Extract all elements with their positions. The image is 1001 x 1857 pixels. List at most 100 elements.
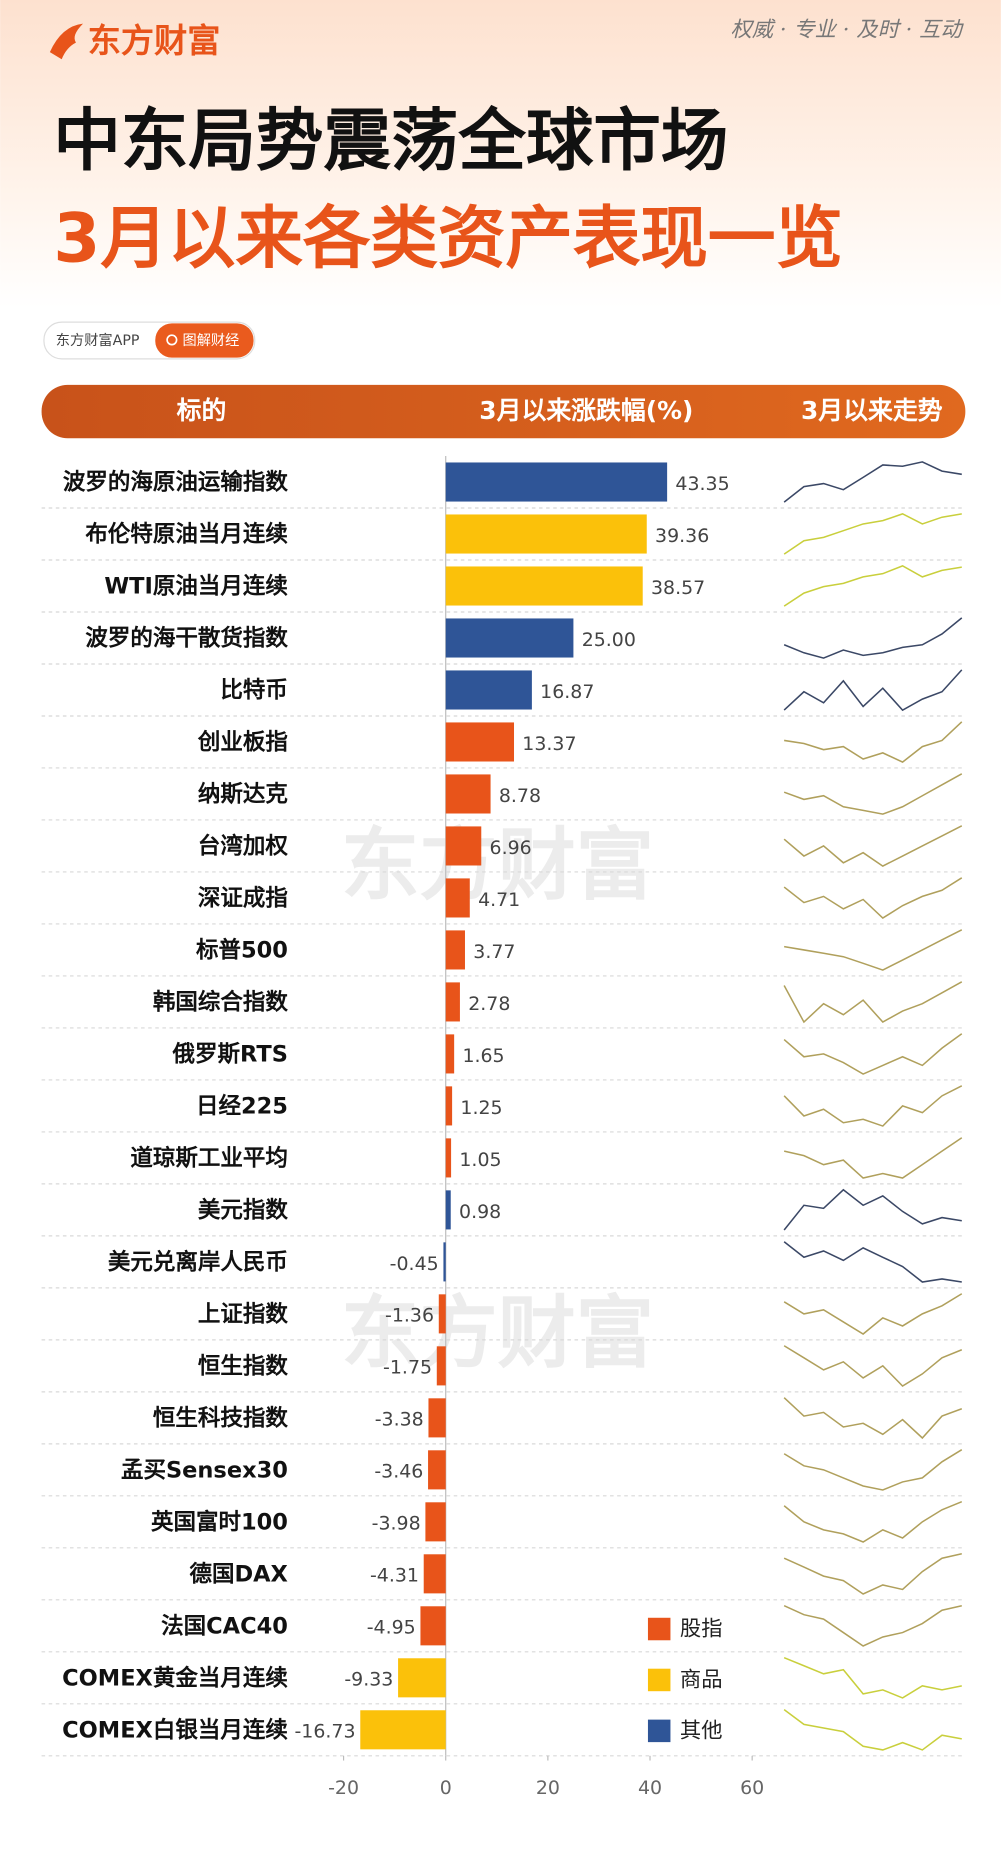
value-label: 38.57: [651, 577, 705, 599]
trend-line: [783, 513, 962, 555]
x-tick-label: 60: [740, 1777, 764, 1799]
category-label: 创业板指: [197, 730, 288, 756]
trend-line: [783, 1085, 963, 1127]
value-label: 25.00: [582, 629, 636, 651]
trend-line: [783, 825, 963, 867]
trend-line: [783, 1397, 963, 1440]
trend-line: [783, 1604, 962, 1647]
value-label: 1.05: [459, 1149, 501, 1171]
trend-line: [783, 1709, 962, 1751]
value-label: 39.36: [655, 525, 709, 547]
bar: [445, 774, 491, 814]
value-label: -0.45: [390, 1253, 439, 1275]
category-label: 波罗的海干散货指数: [85, 625, 288, 652]
trend-line: [783, 1241, 962, 1283]
trend-line: [783, 617, 963, 659]
value-label: 1.65: [462, 1045, 504, 1067]
bar: [445, 930, 465, 970]
x-tick-label: 20: [536, 1777, 560, 1799]
trend-line: [783, 1345, 963, 1387]
legend-swatch: [647, 1668, 671, 1692]
category-label: 道琼斯工业平均: [130, 1145, 288, 1172]
value-label: -3.46: [374, 1461, 423, 1483]
bar: [445, 514, 647, 554]
bar: [445, 1138, 452, 1178]
value-label: 4.71: [478, 889, 520, 911]
legend-label: 其他: [680, 1718, 723, 1743]
bar: [438, 1294, 446, 1334]
category-label: 上证指数: [198, 1302, 289, 1328]
trend-line: [783, 1500, 963, 1543]
value-label: 0.98: [459, 1201, 501, 1223]
value-label: -4.95: [367, 1617, 416, 1639]
value-label: 2.78: [468, 993, 510, 1015]
badge-tag-bg: [155, 323, 254, 358]
bar: [445, 670, 532, 710]
bar: [445, 618, 574, 658]
value-label: -9.33: [344, 1669, 393, 1691]
trend-line: [783, 1656, 962, 1699]
category-label: 美元兑离岸人民币: [108, 1249, 288, 1276]
trend-line: [784, 721, 963, 764]
bar: [360, 1710, 446, 1750]
subtitle: 3月以来各类资产表现一览: [53, 198, 842, 277]
bar: [445, 1190, 451, 1230]
trend-line: [783, 1293, 963, 1335]
bar: [445, 1086, 453, 1126]
bar: [445, 878, 470, 918]
bar: [445, 462, 668, 502]
category-label: 美元指数: [198, 1197, 289, 1224]
value-label: 43.35: [675, 473, 729, 495]
category-label: 德国DAX: [189, 1561, 287, 1588]
value-label: 1.25: [460, 1097, 502, 1119]
category-label: 俄罗斯RTS: [172, 1041, 288, 1068]
bar: [398, 1658, 446, 1698]
category-label: COMEX黄金当月连续: [62, 1664, 288, 1691]
trend-line: [783, 565, 962, 607]
category-label: 台湾加权: [198, 833, 289, 860]
value-label: 13.37: [522, 733, 576, 755]
trend-line: [783, 1137, 963, 1179]
value-label: -1.36: [385, 1305, 434, 1327]
logo-icon: [49, 23, 84, 60]
bar: [445, 722, 515, 762]
bar: [445, 566, 643, 606]
bar: [443, 1242, 446, 1282]
category-label: 标普500: [196, 937, 288, 964]
trend-line: [783, 981, 963, 1024]
watermark: 东方财富: [341, 1288, 654, 1379]
value-label: -3.98: [372, 1513, 421, 1535]
legend-swatch: [647, 1719, 671, 1743]
trend-line: [783, 1188, 962, 1231]
category-label: 纳斯达克: [198, 781, 289, 808]
trend-line: [783, 1552, 962, 1595]
category-label: 恒生指数: [198, 1354, 289, 1380]
value-label: 6.96: [490, 837, 532, 859]
category-label: 孟买Sensex30: [121, 1458, 288, 1484]
value-label: 8.78: [499, 785, 541, 807]
bar: [445, 982, 460, 1022]
value-label: -1.75: [383, 1357, 432, 1379]
x-tick-label: 40: [638, 1777, 662, 1799]
trend-line: [783, 1033, 963, 1075]
title: 中东局势震荡全球市场: [53, 101, 728, 180]
x-tick-label: 0: [440, 1777, 452, 1799]
trend-line: [784, 929, 963, 971]
badge-tag: 图解财经: [183, 332, 240, 349]
plot: -20 0 20 40 60 波罗的海原油运输指数 43.35 布伦特原油当月连续 39.36 W…: [41, 456, 966, 1799]
category-label: 恒生科技指数: [153, 1406, 289, 1432]
bar: [428, 1450, 446, 1490]
trend-line: [783, 877, 963, 920]
bar: [423, 1554, 446, 1594]
header-bg: [0, 0, 1001, 308]
value-label: -3.38: [375, 1409, 424, 1431]
legend-swatch: [647, 1617, 671, 1641]
category-label: 比特币: [220, 678, 288, 704]
bar: [445, 826, 482, 866]
category-label: 波罗的海原油运输指数: [63, 469, 289, 496]
badge-app: 东方财富APP: [56, 331, 140, 349]
category-label: 韩国综合指数: [153, 989, 289, 1016]
category-label: 日经225: [196, 1093, 288, 1120]
x-tick-label: -20: [328, 1777, 359, 1799]
